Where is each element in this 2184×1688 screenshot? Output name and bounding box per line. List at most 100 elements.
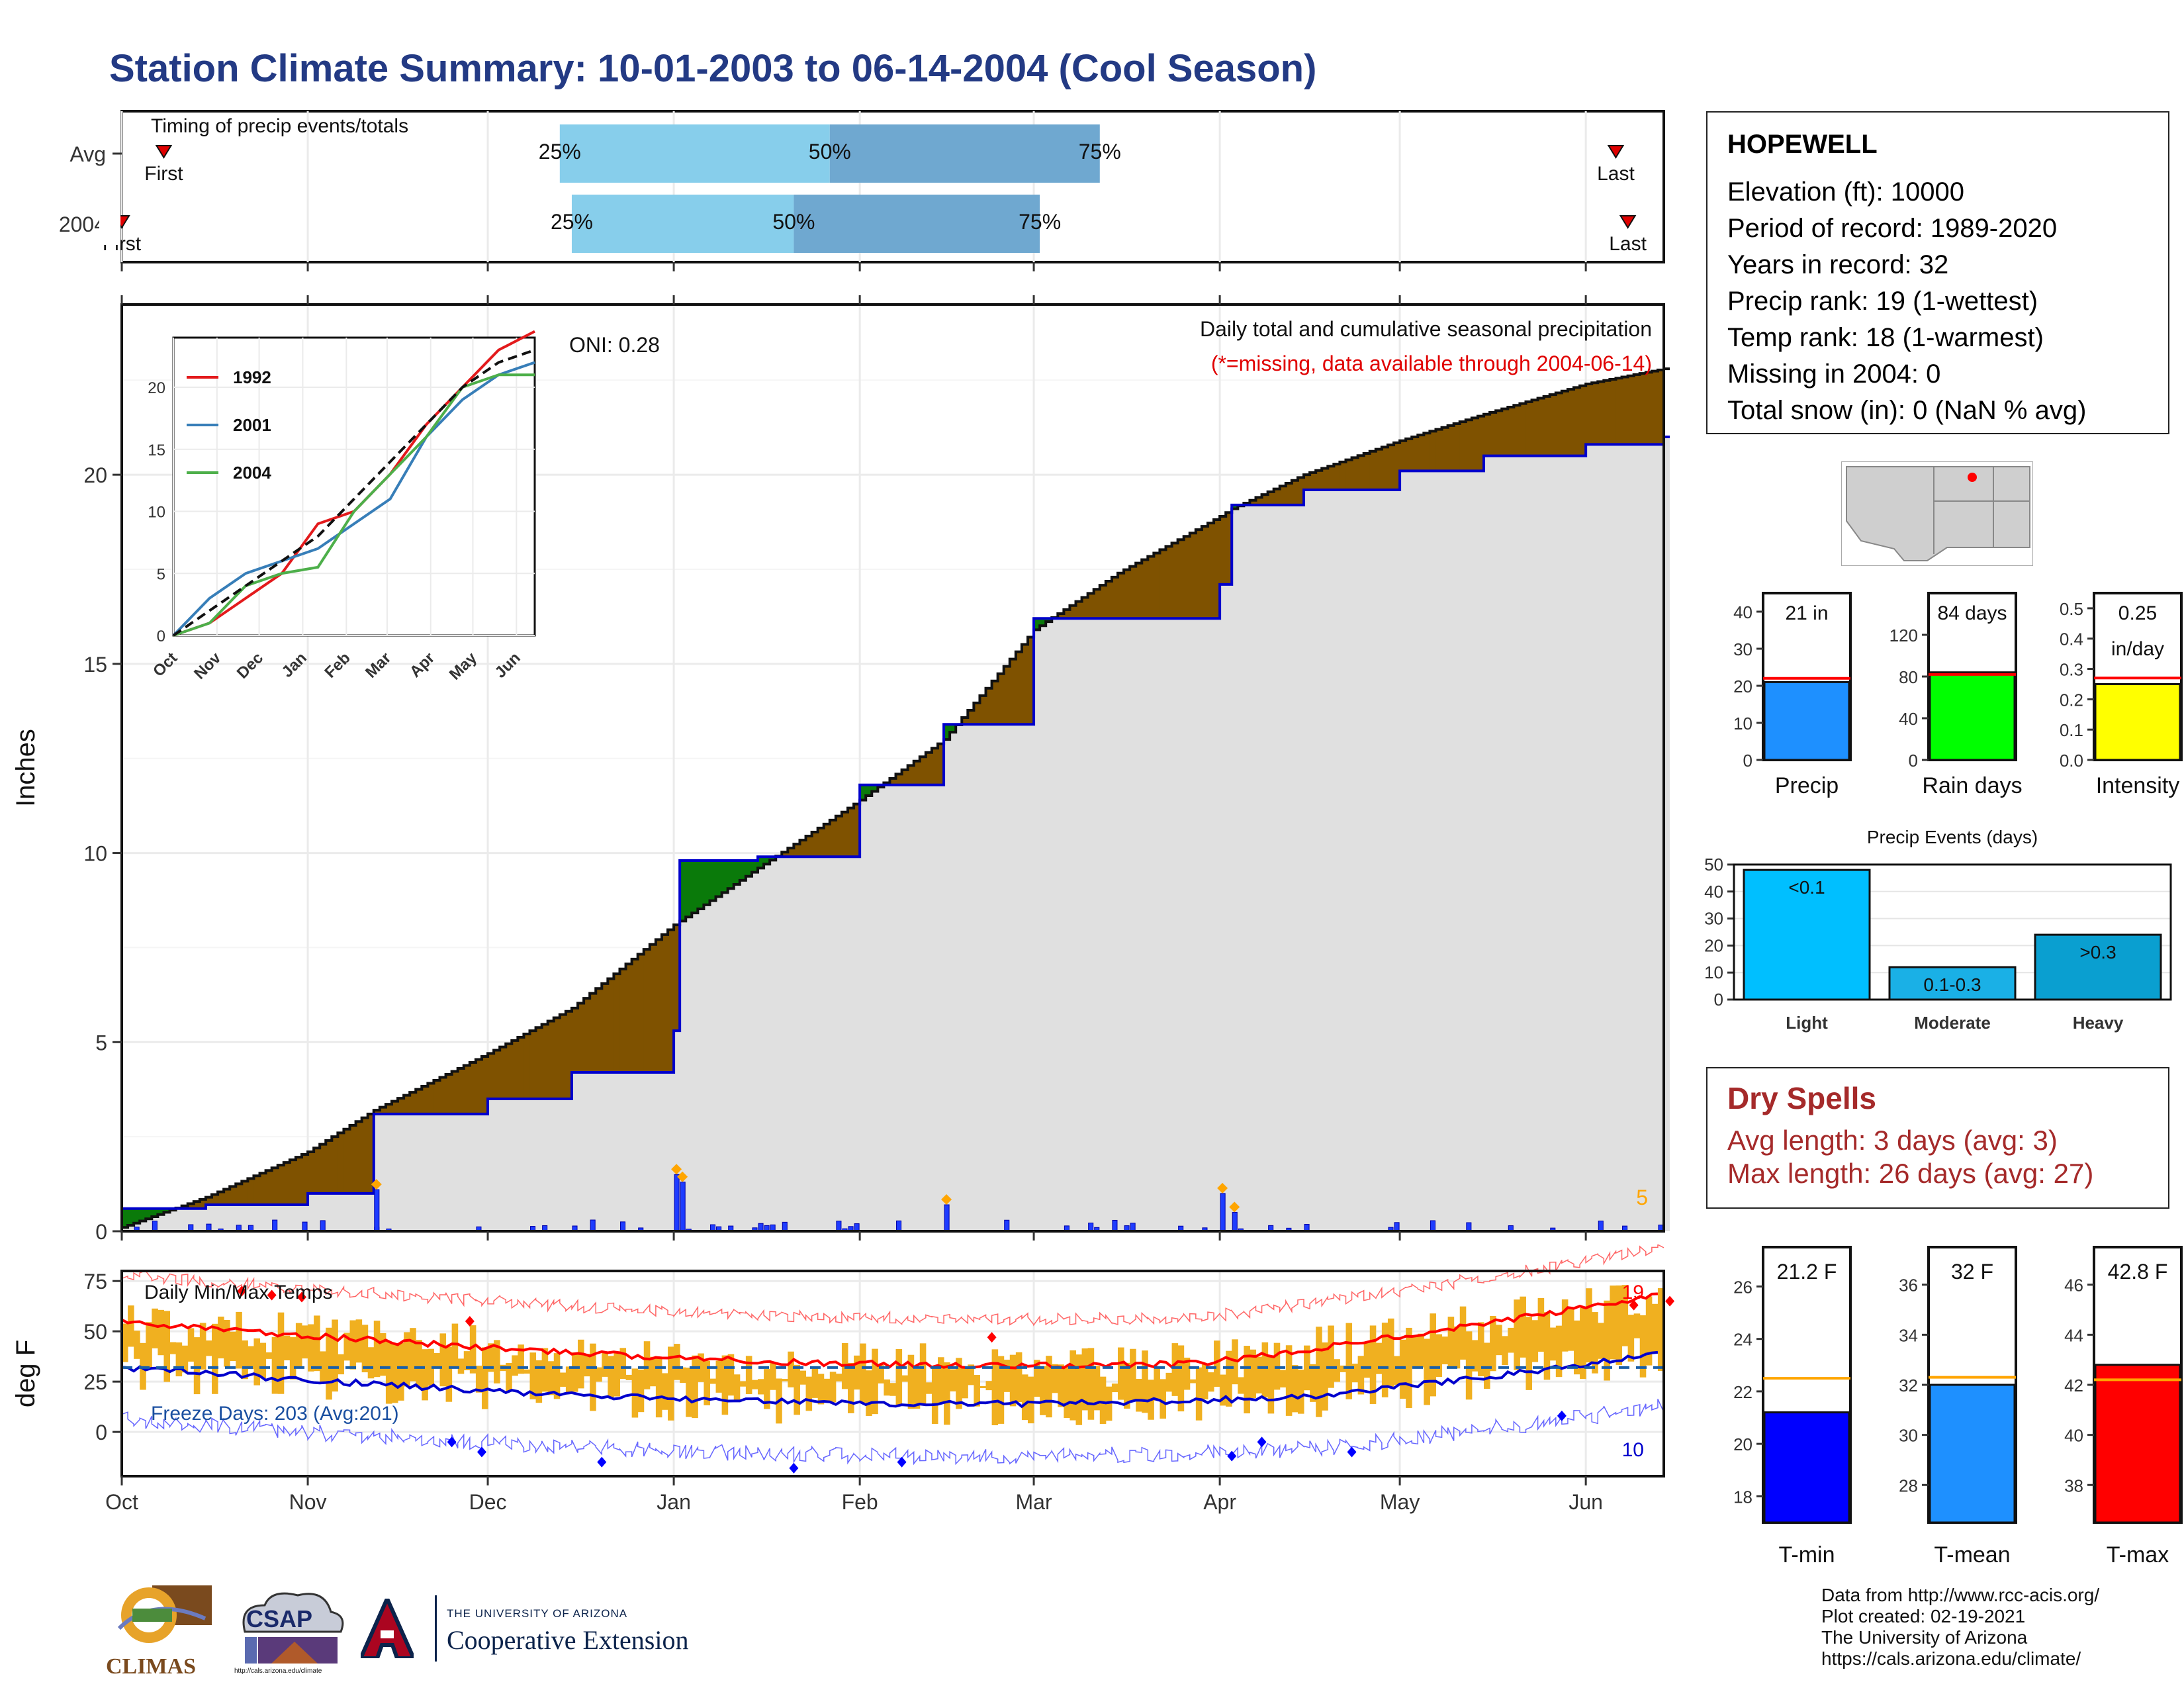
avg-surplus-area	[547, 1021, 555, 1099]
avg-surplus-area	[314, 1148, 320, 1194]
daily-temp-bar	[1093, 1366, 1101, 1411]
avg-surplus-area	[608, 978, 615, 1072]
daily-temp-bar	[481, 1347, 488, 1409]
daily-temp-bar	[1328, 1325, 1334, 1388]
daily-temp-bar	[158, 1309, 164, 1356]
daily-temp-bar	[1130, 1348, 1136, 1401]
daily-temp-bar	[385, 1341, 392, 1404]
daily-temp-bar	[854, 1355, 860, 1390]
daily-temp-bar	[565, 1366, 572, 1393]
daily-temp-bar	[1610, 1286, 1616, 1360]
avg-surplus-area	[1627, 375, 1635, 445]
timing-quantile-label: 50%	[772, 210, 815, 234]
daily-temp-bar	[475, 1366, 482, 1393]
avg-surplus-area	[1148, 556, 1154, 619]
daily-temp-bar	[692, 1355, 698, 1419]
daily-temp-bar	[398, 1342, 404, 1401]
avg-surplus-area	[1255, 497, 1263, 505]
daily-temp-bar	[643, 1341, 651, 1389]
daily-precip-bar	[1430, 1220, 1435, 1232]
climas-logo-text: CLIMAS	[106, 1654, 197, 1679]
daily-temp-bar	[1046, 1356, 1052, 1418]
daily-temp-bar	[1291, 1365, 1298, 1413]
avg-surplus-area	[1514, 405, 1521, 456]
event-bar	[1888, 966, 2017, 1001]
year-surplus-area	[1232, 504, 1238, 509]
daily-temp-bar	[343, 1333, 351, 1361]
avg-surplus-area	[242, 1181, 248, 1205]
avg-surplus-area	[1345, 459, 1353, 490]
daily-temp-bar	[596, 1367, 602, 1382]
daily-temp-bar	[794, 1364, 800, 1415]
daily-precip-bar	[320, 1220, 326, 1232]
daily-temp-bar	[265, 1352, 273, 1359]
daily-temp-bar	[878, 1365, 884, 1383]
daily-temp-bar	[944, 1362, 950, 1425]
daily-temp-bar	[1340, 1365, 1346, 1372]
daily-temp-bar	[236, 1311, 242, 1369]
avg-surplus-area	[277, 1165, 285, 1205]
daily-temp-bar	[259, 1342, 267, 1379]
avg-surplus-area	[919, 757, 927, 785]
daily-temp-bar	[373, 1321, 381, 1378]
record-high-marker	[1665, 1295, 1675, 1307]
avg-surplus-area	[637, 954, 645, 1072]
daily-temp-bar	[1195, 1367, 1203, 1421]
avg-surplus-area	[1093, 589, 1101, 619]
footer-line: The University of Arizona	[1821, 1627, 2028, 1648]
daily-temp-bar	[925, 1382, 933, 1394]
daily-precip-bar	[944, 1204, 950, 1232]
inset-series-line	[172, 361, 535, 637]
avg-surplus-area	[181, 1205, 189, 1209]
avg-surplus-area	[1453, 424, 1461, 471]
daily-temp-bar	[1322, 1342, 1328, 1411]
event-bar-label: >0.3	[2079, 942, 2116, 962]
daily-temp-bar	[866, 1370, 872, 1416]
daily-precip-bar	[1220, 1193, 1226, 1232]
temps-label: Daily Min/Max Temps	[144, 1282, 333, 1303]
daily-temp-bar	[463, 1351, 471, 1371]
dry-spells-avg: Avg length: 3 days (avg: 3)	[1727, 1125, 2058, 1156]
avg-surplus-area	[1598, 381, 1604, 445]
ytick-label: 40	[1899, 709, 1918, 729]
avg-surplus-area	[937, 743, 944, 785]
avg-surplus-area	[218, 1192, 224, 1205]
avg-surplus-area	[578, 1003, 584, 1072]
panel-label: Intensity	[2096, 773, 2180, 798]
daily-temp-bar	[1621, 1285, 1629, 1346]
avg-surplus-area	[422, 1086, 428, 1114]
avg-surplus-area	[1189, 533, 1197, 619]
year-cumulative-line	[122, 436, 1670, 1210]
daily-temp-bar	[1183, 1357, 1191, 1390]
avg-surplus-area	[1502, 408, 1508, 456]
ytick-label: 46	[2064, 1276, 2083, 1295]
avg-surplus-area	[326, 1140, 332, 1194]
avg-surplus-area	[428, 1083, 435, 1114]
avg-surplus-area	[1387, 445, 1394, 490]
avg-surplus-area	[193, 1201, 201, 1209]
daily-temp-bar	[242, 1340, 248, 1380]
avg-surplus-area	[187, 1203, 195, 1209]
daily-temp-bar	[1484, 1342, 1490, 1389]
record-high-marker	[296, 1291, 306, 1303]
daily-temp-bar	[404, 1332, 410, 1387]
avg-surplus-area	[895, 774, 903, 785]
inset-legend-label: 2004	[233, 463, 271, 483]
record-low-marker	[1257, 1436, 1267, 1448]
ytick-label: 15	[83, 653, 107, 677]
year-surplus-area	[122, 1208, 128, 1228]
daily-temp-bar	[1069, 1350, 1077, 1421]
avg-surplus-area	[518, 1037, 525, 1099]
event-category-label: Moderate	[1914, 1013, 1991, 1033]
record-low-marker	[1347, 1446, 1357, 1458]
avg-surplus-area	[1130, 566, 1136, 619]
avg-surplus-area	[1003, 666, 1011, 725]
daily-temp-bar	[1244, 1346, 1250, 1414]
avg-surplus-area	[1058, 613, 1064, 619]
daily-temp-bar	[1003, 1360, 1011, 1392]
ytick-label: 30	[1733, 639, 1752, 659]
daily-temp-bar	[1531, 1320, 1539, 1362]
avg-surplus-area	[349, 1125, 357, 1194]
avg-surplus-area	[1334, 464, 1341, 490]
avg-surplus-area	[1484, 414, 1490, 456]
